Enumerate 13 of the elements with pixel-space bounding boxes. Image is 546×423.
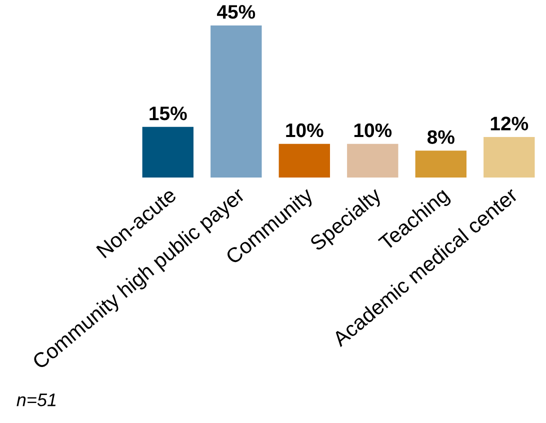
bar — [278, 144, 330, 178]
bar — [484, 137, 535, 178]
bar — [347, 144, 398, 178]
data-label: 10% — [354, 123, 392, 138]
data-label: 12% — [490, 116, 528, 130]
text: n=51 — [16, 394, 56, 406]
bar — [210, 25, 262, 178]
bar — [415, 150, 466, 178]
data-label: 45% — [216, 5, 256, 19]
bar — [142, 126, 194, 178]
data-label: 8% — [427, 130, 454, 144]
data-label: 10% — [286, 123, 324, 138]
data-label: 15% — [150, 106, 187, 120]
